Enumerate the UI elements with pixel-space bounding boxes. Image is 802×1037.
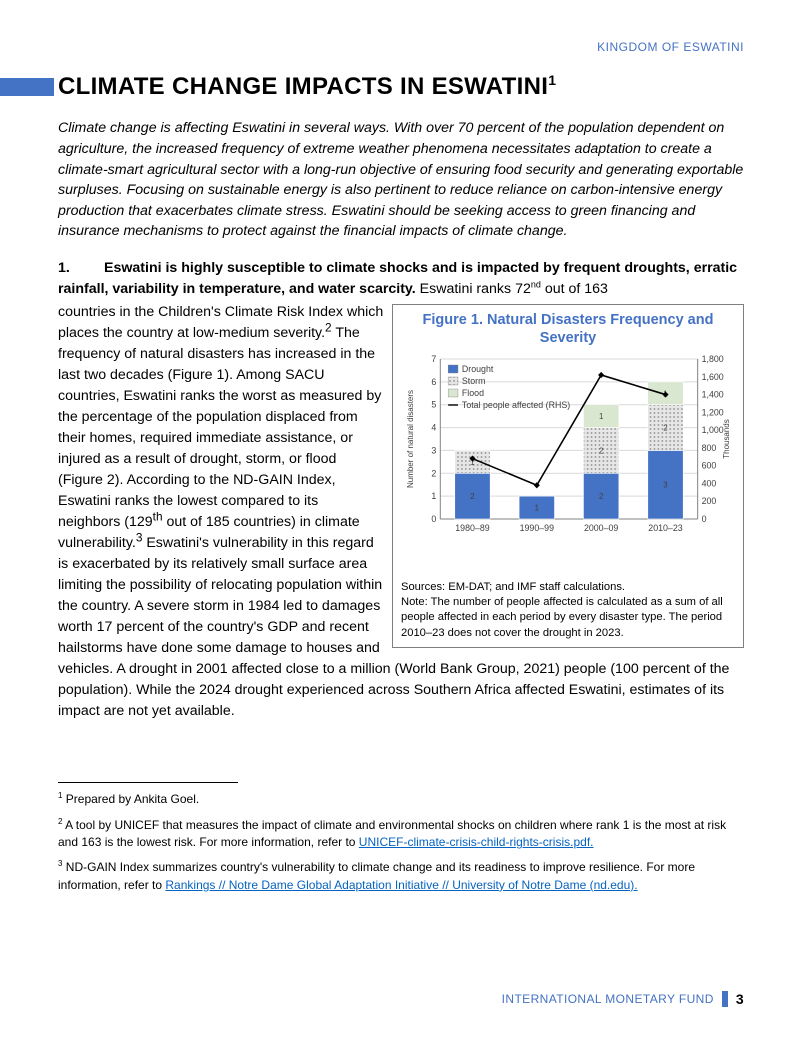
para-lead-bold: Eswatini is highly susceptible to climat… <box>58 260 737 297</box>
svg-text:2: 2 <box>470 492 474 501</box>
svg-text:6: 6 <box>431 377 436 387</box>
footer-page-number: 3 <box>736 991 744 1007</box>
title-text: CLIMATE CHANGE IMPACTS IN ESWATINI <box>58 73 548 100</box>
svg-text:1990–99: 1990–99 <box>520 523 554 533</box>
svg-text:2: 2 <box>599 447 603 456</box>
svg-text:1: 1 <box>431 491 436 501</box>
figure-1: Figure 1. Natural Disasters Frequency an… <box>392 304 744 648</box>
svg-text:Storm: Storm <box>462 376 486 386</box>
svg-text:1: 1 <box>535 504 540 513</box>
svg-text:5: 5 <box>431 400 436 410</box>
footnote-ref-2: 2 <box>325 320 332 334</box>
intro-paragraph: Climate change is affecting Eswatini in … <box>58 118 744 242</box>
svg-text:800: 800 <box>702 443 717 453</box>
svg-text:Drought: Drought <box>462 364 494 374</box>
figure-sources: Sources: EM-DAT; and IMF staff calculati… <box>401 580 735 595</box>
svg-text:2000–09: 2000–09 <box>584 523 618 533</box>
footer: INTERNATIONAL MONETARY FUND 3 <box>502 991 744 1007</box>
header-country: KINGDOM OF ESWATINI <box>58 40 744 54</box>
paragraph-1-body: Figure 1. Natural Disasters Frequency an… <box>58 302 744 722</box>
title-row: CLIMATE CHANGE IMPACTS IN ESWATINI1 <box>58 74 744 100</box>
svg-text:1: 1 <box>599 412 604 421</box>
svg-text:7: 7 <box>431 354 436 364</box>
para-tail-a-sup: nd <box>531 279 541 289</box>
svg-text:200: 200 <box>702 496 717 506</box>
svg-text:Number of natural disasters: Number of natural disasters <box>406 390 415 488</box>
fn2-link[interactable]: UNICEF-climate-crisis-child-rights-crisi… <box>359 835 594 849</box>
svg-text:1,600: 1,600 <box>702 372 724 382</box>
title-accent-bar <box>0 78 54 96</box>
svg-text:1980–89: 1980–89 <box>455 523 489 533</box>
svg-text:Total people affected (RHS): Total people affected (RHS) <box>462 400 570 410</box>
body-a-sup: th <box>153 509 163 523</box>
para-tail-b-start: out of 163 <box>541 281 608 297</box>
svg-text:400: 400 <box>702 479 717 489</box>
svg-text:2: 2 <box>599 492 603 501</box>
svg-text:2: 2 <box>431 468 436 478</box>
title-footnote-ref: 1 <box>548 72 556 88</box>
svg-text:0: 0 <box>431 514 436 524</box>
svg-text:600: 600 <box>702 461 717 471</box>
svg-text:1,400: 1,400 <box>702 390 724 400</box>
svg-text:4: 4 <box>431 423 436 433</box>
svg-text:Flood: Flood <box>462 388 484 398</box>
figure-title: Figure 1. Natural Disasters Frequency an… <box>401 311 735 347</box>
svg-text:1,200: 1,200 <box>702 407 724 417</box>
fn3-link[interactable]: Rankings // Notre Dame Global Adaptation… <box>165 878 637 892</box>
footnotes-separator <box>58 782 238 783</box>
svg-text:0: 0 <box>702 514 707 524</box>
para-tail-a: Eswatini ranks 72 <box>416 281 531 297</box>
svg-text:1,800: 1,800 <box>702 354 724 364</box>
footer-accent <box>722 991 728 1007</box>
footnote-2: 2 A tool by UNICEF that measures the imp… <box>58 817 744 852</box>
svg-text:1,000: 1,000 <box>702 425 724 435</box>
fn1-text: Prepared by Ankita Goel. <box>62 792 199 806</box>
svg-text:3: 3 <box>431 446 436 456</box>
footnote-1: 1 Prepared by Ankita Goel. <box>58 791 744 808</box>
paragraph-1-lead: 1.Eswatini is highly susceptible to clim… <box>58 258 744 300</box>
figure-note: Note: The number of people affected is c… <box>401 595 735 640</box>
figure-chart: 0 1 2 3 4 5 6 7 0 200 400 600 800 1,000 1,200 1,400 1,60… <box>401 351 735 571</box>
page-title: CLIMATE CHANGE IMPACTS IN ESWATINI1 <box>58 74 556 100</box>
para-number: 1. <box>58 258 104 279</box>
svg-text:Thousands: Thousands <box>722 419 731 459</box>
footer-org: INTERNATIONAL MONETARY FUND <box>502 992 714 1006</box>
body-text-a: The frequency of natural disasters has i… <box>58 325 381 530</box>
svg-text:2010–23: 2010–23 <box>648 523 682 533</box>
svg-text:2: 2 <box>663 424 667 433</box>
svg-text:3: 3 <box>663 481 668 490</box>
footnote-3: 3 ND-GAIN Index summarizes country's vul… <box>58 859 744 894</box>
